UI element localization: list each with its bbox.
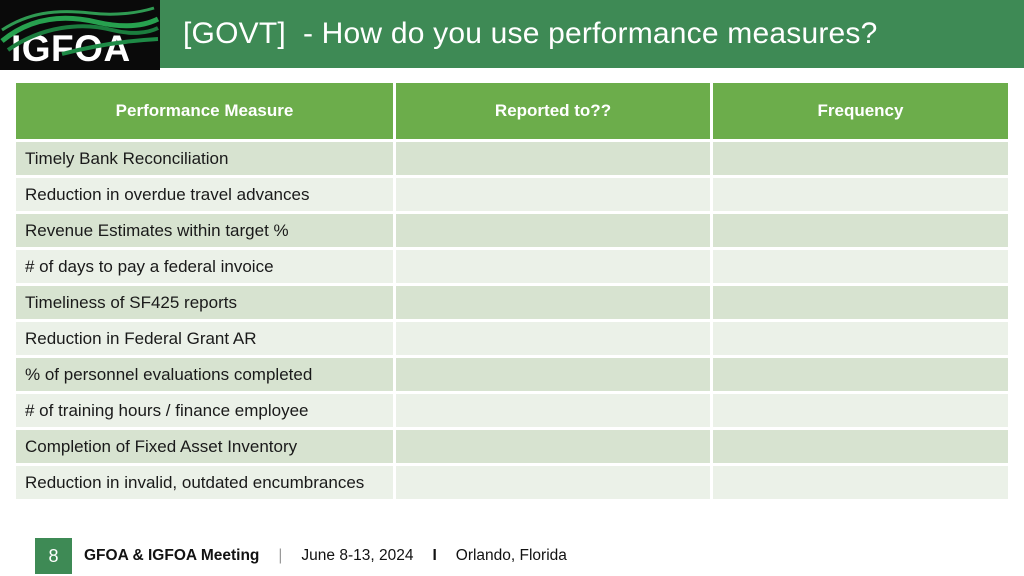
logo-swoosh-icon — [0, 15, 160, 43]
frequency-cell — [713, 142, 1008, 175]
measure-cell: Reduction in overdue travel advances — [16, 178, 393, 211]
reported-to-cell — [396, 466, 710, 499]
table-row: Reduction in invalid, outdated encumbran… — [16, 466, 1008, 499]
slide-header: IGFOA [GOVT] - How do you use performanc… — [0, 0, 1024, 70]
page-title: [GOVT] - How do you use performance meas… — [183, 17, 878, 50]
frequency-cell — [713, 358, 1008, 391]
table-row: Revenue Estimates within target % — [16, 214, 1008, 247]
footer: GFOA & IGFOA Meeting | June 8-13, 2024 I… — [84, 538, 567, 574]
column-header-reported-to: Reported to?? — [396, 83, 710, 139]
frequency-cell — [713, 430, 1008, 463]
logo-swoosh-icon — [6, 24, 159, 52]
igfoa-logo: IGFOA — [0, 0, 160, 70]
logo-swoosh-icon — [61, 37, 159, 56]
table-row: Reduction in Federal Grant AR — [16, 322, 1008, 355]
column-header-performance-measure: Performance Measure — [16, 83, 393, 139]
reported-to-cell — [396, 142, 710, 175]
table-row: # of days to pay a federal invoice — [16, 250, 1008, 283]
table-row: % of personnel evaluations completed — [16, 358, 1008, 391]
frequency-cell — [713, 214, 1008, 247]
column-header-frequency: Frequency — [713, 83, 1008, 139]
table-row: Completion of Fixed Asset Inventory — [16, 430, 1008, 463]
reported-to-cell — [396, 322, 710, 355]
table-row: Reduction in overdue travel advances — [16, 178, 1008, 211]
table-row: # of training hours / finance employee — [16, 394, 1008, 427]
logo-swoosh-icon — [1, 6, 155, 32]
reported-to-cell — [396, 394, 710, 427]
table-header-row: Performance Measure Reported to?? Freque… — [16, 83, 1008, 139]
measure-cell: Timely Bank Reconciliation — [16, 142, 393, 175]
measure-cell: Timeliness of SF425 reports — [16, 286, 393, 319]
footer-date: June 8-13, 2024 — [301, 547, 414, 564]
footer-meeting-name: GFOA & IGFOA Meeting — [84, 547, 260, 564]
reported-to-cell — [396, 286, 710, 319]
performance-measures-table: Performance Measure Reported to?? Freque… — [13, 80, 1011, 502]
igfoa-logo-graphic: IGFOA — [0, 6, 160, 69]
reported-to-cell — [396, 430, 710, 463]
measure-cell: Reduction in invalid, outdated encumbran… — [16, 466, 393, 499]
footer-location: Orlando, Florida — [455, 547, 567, 564]
footer-separator: | — [278, 547, 283, 564]
table-row: Timeliness of SF425 reports — [16, 286, 1008, 319]
reported-to-cell — [396, 250, 710, 283]
reported-to-cell — [396, 214, 710, 247]
page-number-badge: 8 — [35, 538, 72, 574]
measure-cell: % of personnel evaluations completed — [16, 358, 393, 391]
title-bar: [GOVT] - How do you use performance meas… — [160, 0, 1024, 68]
table-row: Timely Bank Reconciliation — [16, 142, 1008, 175]
frequency-cell — [713, 466, 1008, 499]
reported-to-cell — [396, 358, 710, 391]
measure-cell: Revenue Estimates within target % — [16, 214, 393, 247]
igfoa-logo-text: IGFOA — [11, 28, 131, 69]
measure-cell: Completion of Fixed Asset Inventory — [16, 430, 393, 463]
frequency-cell — [713, 286, 1008, 319]
measure-cell: # of training hours / finance employee — [16, 394, 393, 427]
measure-cell: Reduction in Federal Grant AR — [16, 322, 393, 355]
frequency-cell — [713, 250, 1008, 283]
measure-cell: # of days to pay a federal invoice — [16, 250, 393, 283]
frequency-cell — [713, 394, 1008, 427]
frequency-cell — [713, 322, 1008, 355]
reported-to-cell — [396, 178, 710, 211]
footer-separator: I — [432, 547, 437, 564]
frequency-cell — [713, 178, 1008, 211]
